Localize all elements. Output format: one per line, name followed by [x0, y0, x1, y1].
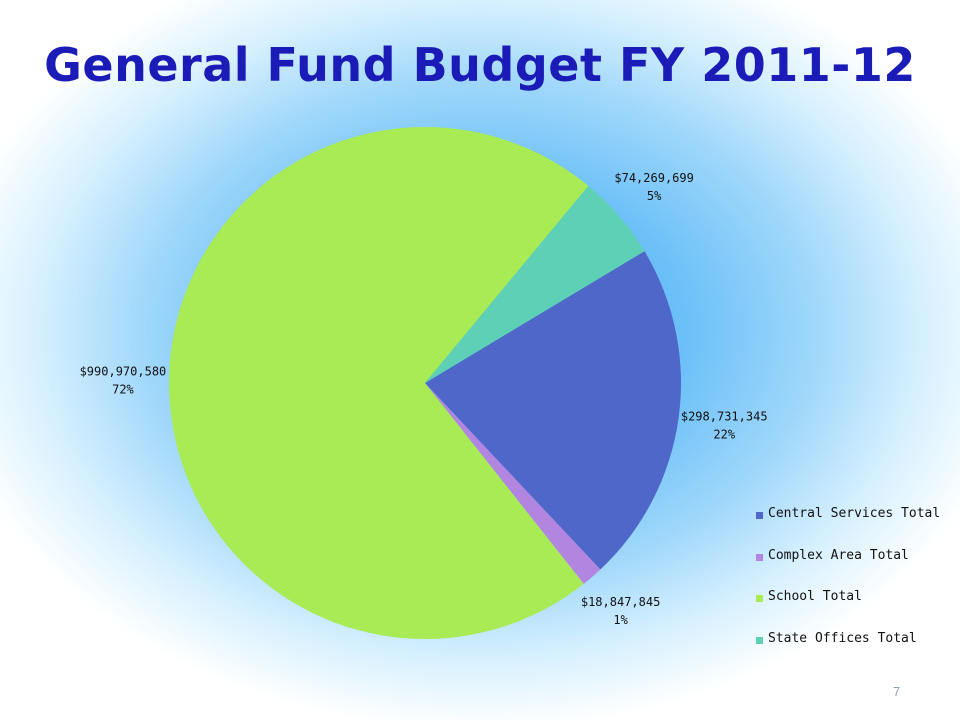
legend-swatch [756, 595, 763, 602]
legend-item-school: School Total [756, 589, 946, 631]
legend-label: Complex Area Total [768, 547, 909, 563]
slice-state-offices [425, 185, 645, 383]
legend-label: Central Services Total [768, 506, 941, 521]
legend-swatch [756, 512, 763, 519]
label-complex-area: $18,847,845 1% [581, 595, 660, 627]
label-central-services: $298,731,345 22% [681, 409, 768, 441]
label-school: $990,970,580 72% [80, 364, 167, 396]
label-state-offices: $74,269,699 5% [614, 171, 693, 203]
slice-school [168, 126, 589, 639]
legend-swatch [756, 553, 763, 561]
legend-swatch [756, 636, 763, 644]
legend-label: State Offices Total [768, 630, 917, 646]
legend-label: School Total [768, 589, 862, 604]
slice-complex-area [425, 383, 601, 584]
legend-item-state-offices: State Offices Total [756, 631, 946, 673]
slice-central-services [425, 251, 681, 570]
slide-title: General Fund Budget FY 2011-12 [44, 38, 916, 92]
page-number: 7 [893, 684, 901, 699]
chart-legend: Central Services Total Complex Area Tota… [756, 506, 946, 672]
legend-item-complex-area: Complex Area Total [756, 548, 946, 590]
legend-item-central-services: Central Services Total [756, 506, 946, 548]
